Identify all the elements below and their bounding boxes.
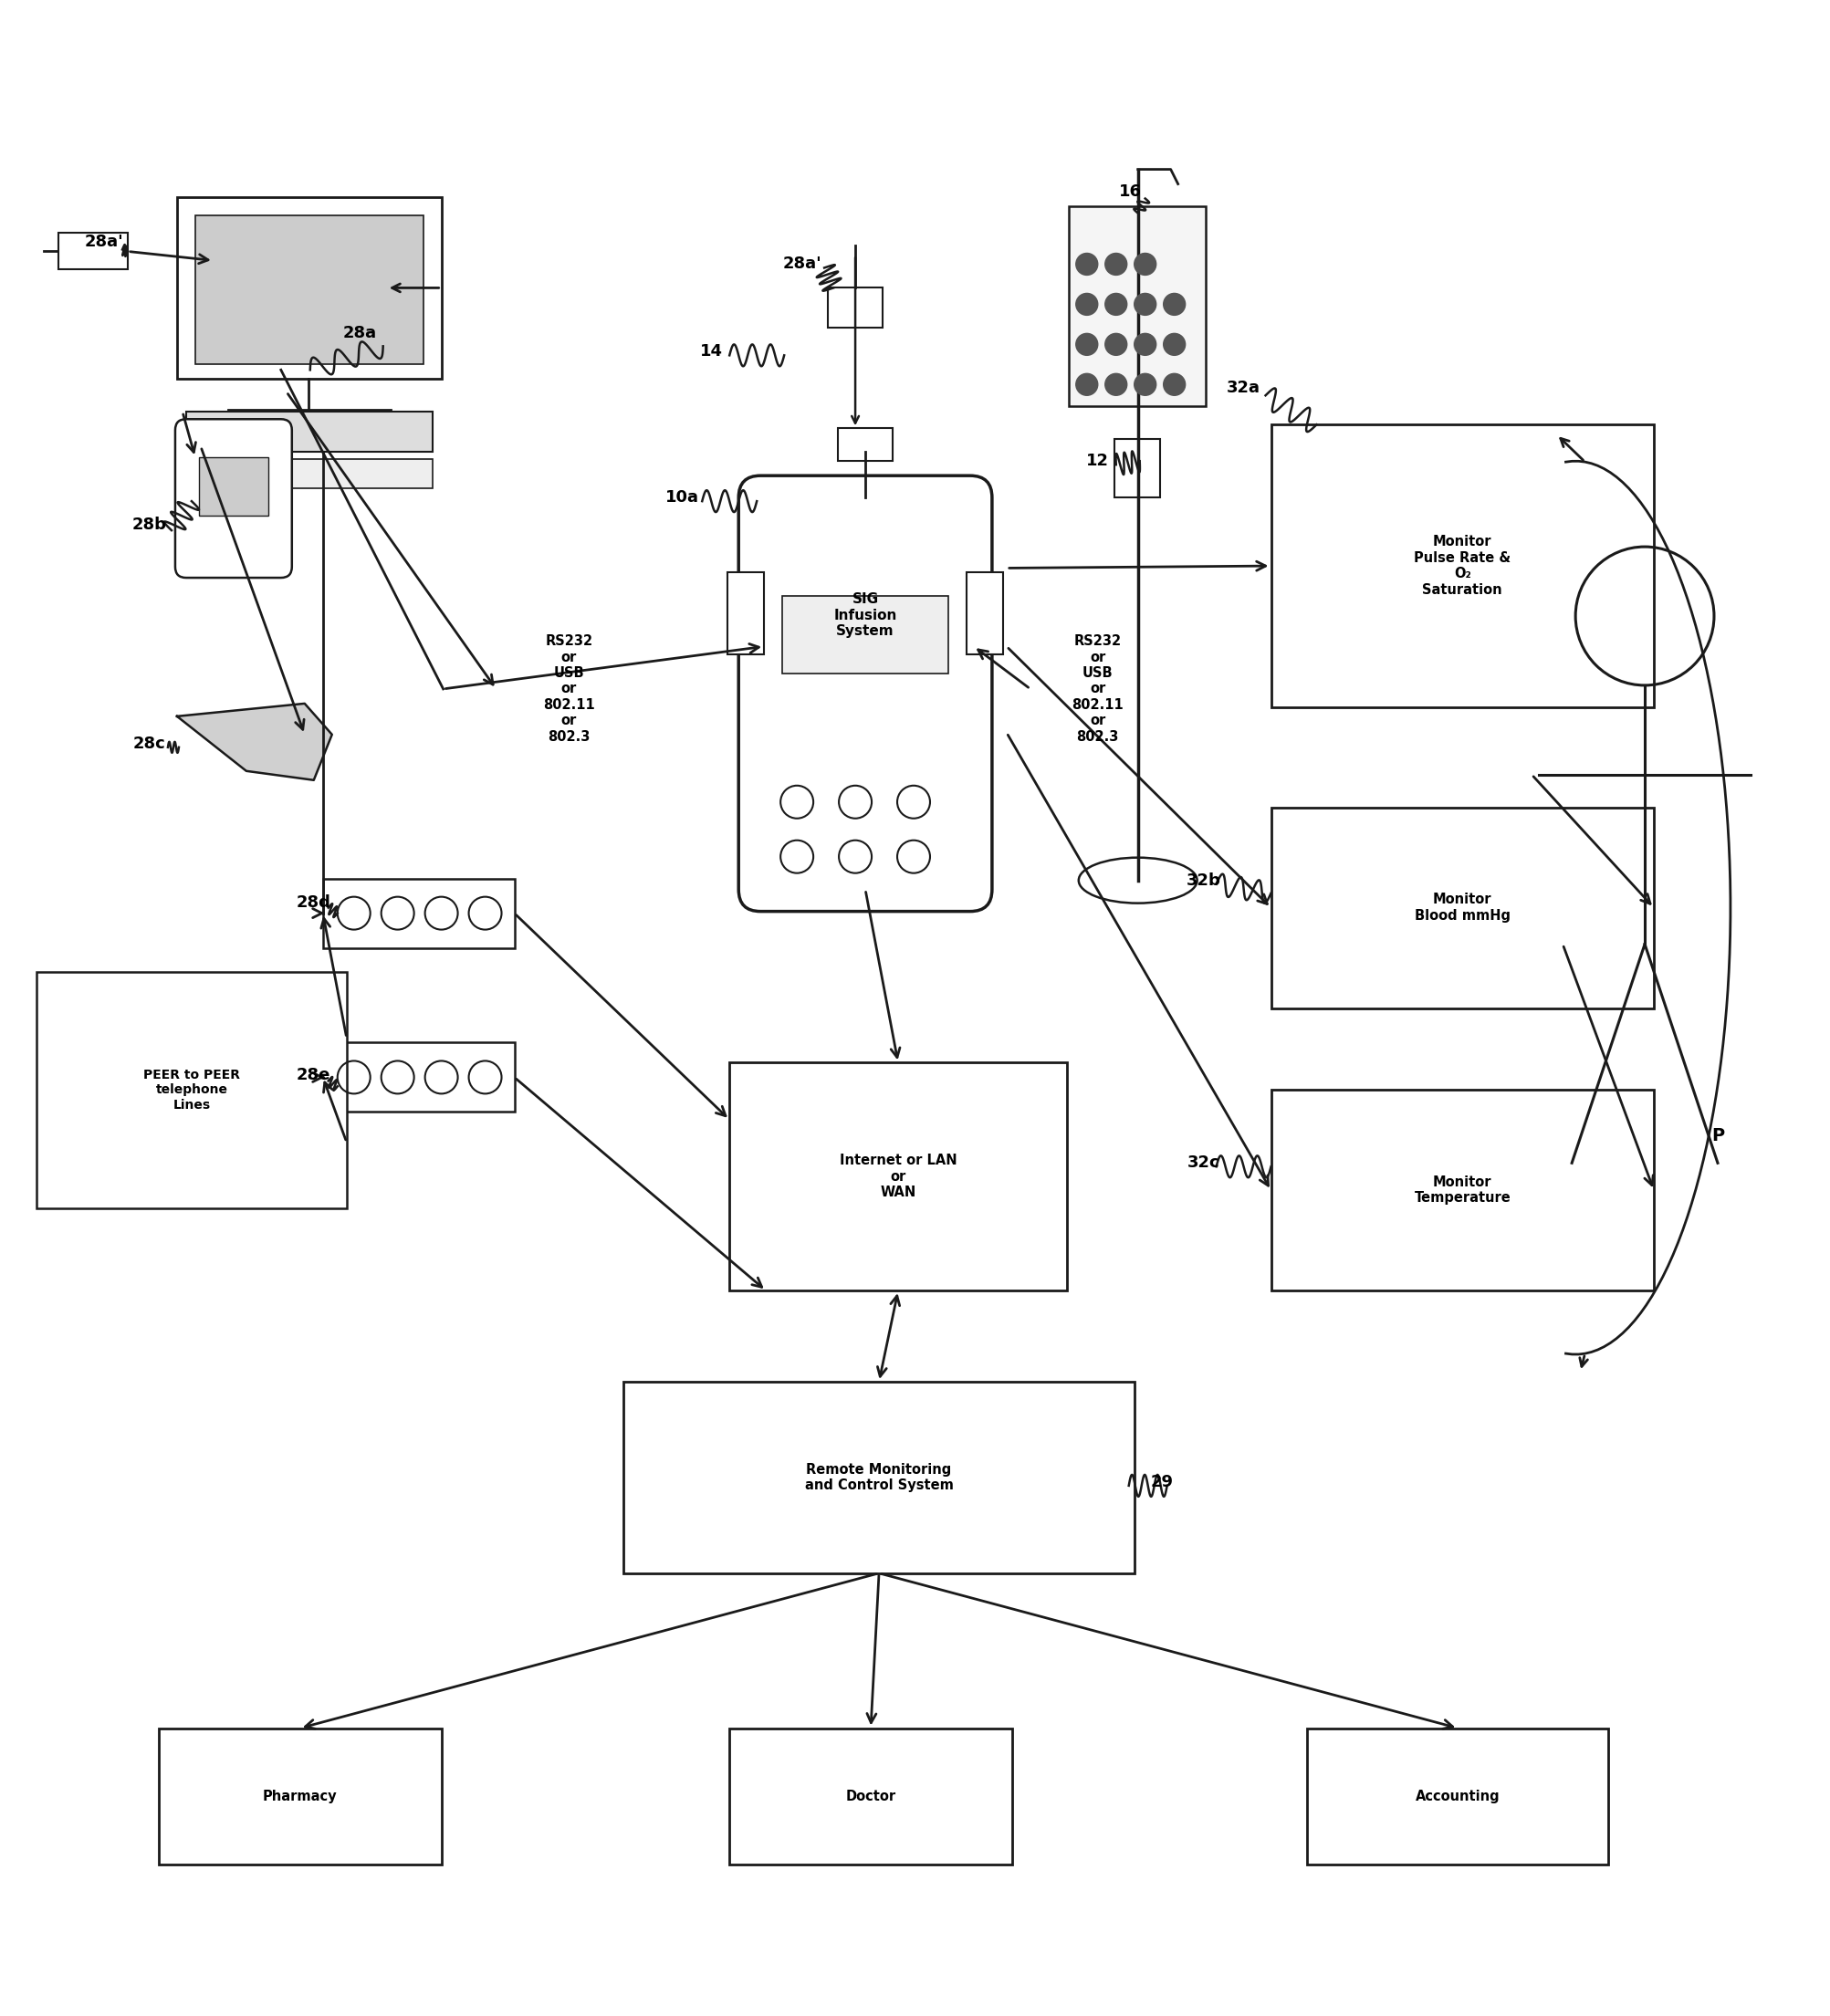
Polygon shape — [178, 704, 331, 780]
Bar — [1270, 808, 1652, 1008]
Circle shape — [1162, 294, 1184, 314]
Bar — [1069, 206, 1204, 407]
Circle shape — [1162, 373, 1184, 395]
Text: 12: 12 — [1085, 454, 1109, 470]
Bar — [1270, 1091, 1652, 1290]
Circle shape — [1105, 254, 1127, 274]
Text: 28d: 28d — [296, 893, 331, 911]
Circle shape — [1135, 333, 1155, 355]
Bar — [781, 595, 948, 673]
Text: Doctor: Doctor — [845, 1790, 895, 1804]
Bar — [322, 1042, 514, 1113]
Text: PEER to PEER
telephone
Lines: PEER to PEER telephone Lines — [143, 1068, 240, 1111]
Text: Internet or LAN
or
WAN: Internet or LAN or WAN — [838, 1153, 957, 1200]
Text: 32c: 32c — [1186, 1155, 1219, 1171]
Text: Accounting: Accounting — [1415, 1790, 1499, 1804]
Circle shape — [1076, 373, 1098, 395]
Bar — [187, 411, 432, 452]
Bar — [322, 879, 514, 948]
Text: Pharmacy: Pharmacy — [264, 1790, 337, 1804]
FancyBboxPatch shape — [737, 476, 992, 911]
Text: 32a: 32a — [1226, 379, 1259, 397]
Text: SIG
Infusion
System: SIG Infusion System — [833, 593, 897, 637]
Text: 28e: 28e — [296, 1066, 331, 1085]
Bar — [966, 573, 1003, 655]
Text: Monitor
Temperature: Monitor Temperature — [1413, 1175, 1510, 1206]
Bar — [1114, 439, 1158, 498]
Text: 14: 14 — [699, 343, 723, 361]
Text: Monitor
Blood mmHg: Monitor Blood mmHg — [1415, 893, 1510, 923]
Circle shape — [1105, 373, 1127, 395]
Circle shape — [1135, 373, 1155, 395]
Circle shape — [1076, 333, 1098, 355]
Circle shape — [1105, 294, 1127, 314]
Text: 16: 16 — [1118, 183, 1142, 200]
Bar — [1307, 1728, 1607, 1865]
Text: 28a: 28a — [342, 325, 377, 341]
Bar — [199, 458, 267, 516]
Text: 29: 29 — [1149, 1474, 1173, 1490]
Circle shape — [1105, 333, 1127, 355]
Bar — [59, 234, 128, 270]
Bar — [187, 460, 432, 488]
Text: 28a': 28a' — [783, 256, 822, 272]
Bar — [827, 288, 882, 329]
Text: RS232
or
USB
or
802.11
or
802.3: RS232 or USB or 802.11 or 802.3 — [1071, 635, 1124, 744]
Bar — [728, 1728, 1012, 1865]
Text: 10a: 10a — [664, 490, 699, 506]
Circle shape — [1076, 254, 1098, 274]
Bar — [178, 198, 441, 379]
Text: 28c: 28c — [134, 736, 167, 752]
Circle shape — [1135, 254, 1155, 274]
Bar — [728, 1062, 1067, 1290]
Circle shape — [1135, 294, 1155, 314]
Bar — [838, 427, 893, 462]
Text: 28b: 28b — [132, 516, 167, 532]
Text: P: P — [1711, 1127, 1724, 1145]
Text: Monitor
Pulse Rate &
O₂
Saturation: Monitor Pulse Rate & O₂ Saturation — [1413, 534, 1510, 597]
Circle shape — [1076, 294, 1098, 314]
Ellipse shape — [1078, 857, 1197, 903]
Text: 28a': 28a' — [84, 234, 124, 250]
Text: RS232
or
USB
or
802.11
or
802.3: RS232 or USB or 802.11 or 802.3 — [544, 635, 595, 744]
Bar — [196, 216, 423, 365]
Bar — [727, 573, 763, 655]
Circle shape — [1162, 333, 1184, 355]
Text: Remote Monitoring
and Control System: Remote Monitoring and Control System — [803, 1464, 953, 1492]
FancyBboxPatch shape — [176, 419, 291, 579]
Bar — [37, 972, 346, 1208]
Text: 32b: 32b — [1186, 873, 1221, 889]
Bar — [624, 1381, 1135, 1572]
Bar — [1270, 425, 1652, 708]
Bar — [159, 1728, 441, 1865]
